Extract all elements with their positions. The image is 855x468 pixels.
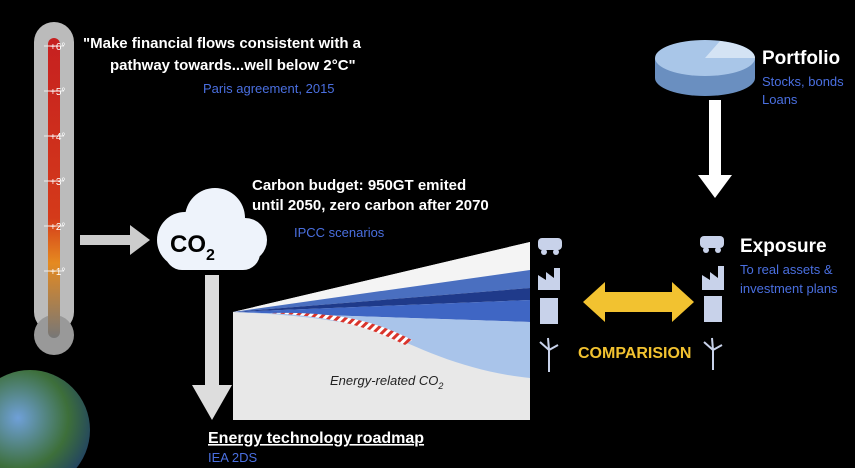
portfolio-pie: [655, 40, 755, 96]
exposure-title: Exposure: [740, 236, 827, 257]
co2-main: CO: [170, 231, 206, 258]
roadmap-source: IEA 2DS: [208, 450, 257, 465]
chart-label: Energy-related CO2: [330, 373, 443, 391]
thermo-tick-label: +6°: [50, 42, 65, 53]
exposure-line: To real assets &: [740, 262, 833, 277]
double-arrow: [583, 282, 694, 322]
portfolio-title: Portfolio: [762, 48, 840, 69]
budget-line: until 2050, zero carbon after 2070: [252, 197, 489, 214]
thermometer: [34, 22, 74, 355]
roadmap-chart: [233, 242, 530, 420]
budget-line: Carbon budget: 950GT emited: [252, 177, 466, 194]
arrow: [80, 225, 150, 255]
cloud: [157, 188, 267, 270]
exposure-line: investment plans: [740, 281, 838, 296]
quote-source: Paris agreement, 2015: [203, 81, 335, 96]
thermo-tick-label: +3°: [50, 177, 65, 188]
earth: [0, 370, 90, 468]
roadmap-title: Energy technology roadmap: [208, 430, 424, 447]
arrow: [192, 275, 232, 420]
thermo-tick-label: +4°: [50, 132, 65, 143]
co2-label: CO2: [170, 231, 215, 264]
chart-label-main: Energy-related CO: [330, 373, 438, 388]
portfolio-line: Loans: [762, 92, 798, 107]
comparison-label: COMPARISION: [578, 345, 691, 362]
quote-line: "Make financial flows consistent with a: [83, 35, 362, 52]
budget-source: IPCC scenarios: [294, 225, 385, 240]
quote-line: pathway towards...well below 2°C": [110, 57, 356, 74]
thermo-tick-label: +1°: [50, 267, 65, 278]
co2-sub: 2: [206, 247, 215, 264]
chart-label-sub: 2: [437, 381, 443, 391]
icons: [538, 236, 724, 372]
thermo-tick-label: +5°: [50, 87, 65, 98]
arrow: [698, 100, 732, 198]
portfolio-line: Stocks, bonds: [762, 74, 844, 89]
thermo-tick-label: +2°: [50, 222, 65, 233]
